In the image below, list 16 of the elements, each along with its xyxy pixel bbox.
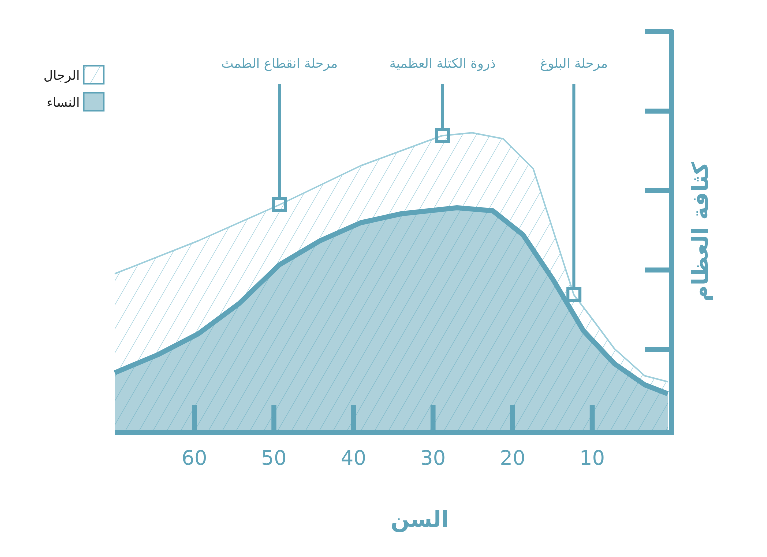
annotation: ذروة الكتلة العظمية — [390, 57, 496, 72]
annotation: مرحلة انقطاع الطمث — [222, 57, 338, 72]
legend-label: النساء — [46, 96, 80, 111]
x-tick-label: 50 — [261, 446, 287, 470]
x-tick-label: 10 — [580, 446, 606, 470]
annotation: مرحلة البلوغ — [540, 57, 608, 72]
x-tick-label: 40 — [340, 446, 366, 470]
x-tick-label: 60 — [182, 446, 208, 470]
annotation: مرحلة البلوغ — [540, 57, 608, 302]
y-axis-title: كثافة العظام — [689, 162, 714, 302]
x-axis-title: السن — [391, 508, 449, 533]
x-tick-label: 20 — [500, 446, 526, 470]
x-tick-label: 30 — [420, 446, 446, 470]
annotation: ذروة الكتلة العظمية — [390, 57, 496, 144]
legend-label: الرجال — [44, 69, 80, 84]
annotation: مرحلة انقطاع الطمث — [222, 57, 338, 212]
